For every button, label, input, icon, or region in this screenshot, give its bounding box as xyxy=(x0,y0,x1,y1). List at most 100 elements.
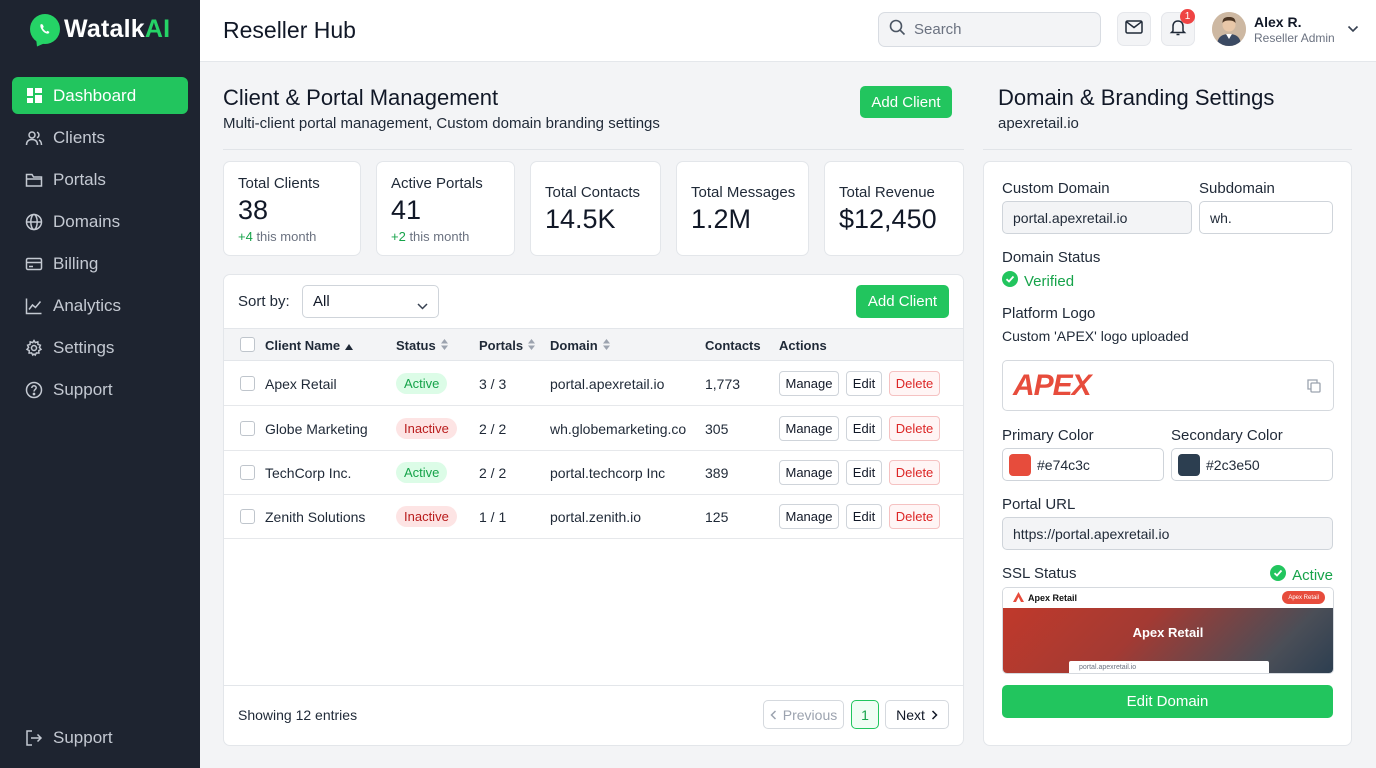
client-name: Globe Marketing xyxy=(265,421,368,437)
secondary-color-label: Secondary Color xyxy=(1171,427,1283,444)
logout-icon xyxy=(25,729,43,747)
sidebar-item-label: Domains xyxy=(53,211,121,231)
sidebar-item-dashboard[interactable]: Dashboard xyxy=(12,77,188,114)
delete-button[interactable]: Delete xyxy=(889,504,940,529)
contacts-count: 1,773 xyxy=(705,376,741,392)
delete-button[interactable]: Delete xyxy=(889,416,940,441)
add-client-button-top[interactable]: Add Client xyxy=(860,86,952,118)
portal-url-label: Portal URL xyxy=(1002,496,1076,513)
stat-label: Active Portals xyxy=(391,175,483,192)
column-header-domain[interactable]: Domain xyxy=(550,338,610,353)
client-name: TechCorp Inc. xyxy=(265,465,352,481)
sidebar-item-analytics[interactable]: Analytics xyxy=(12,287,188,324)
custom-domain-field[interactable]: portal.apexretail.io xyxy=(1002,201,1192,234)
user-menu[interactable]: Alex R. Reseller Admin xyxy=(1212,12,1359,46)
row-checkbox[interactable] xyxy=(240,509,255,524)
sidebar-nav: Dashboard Clients Portals Domains Billin… xyxy=(12,77,188,413)
column-header-status[interactable]: Status xyxy=(396,338,448,353)
pagination-page-1[interactable]: 1 xyxy=(851,700,879,729)
sort-icon xyxy=(440,338,448,353)
stat-label: Total Messages xyxy=(691,184,796,201)
gear-icon xyxy=(25,338,43,357)
primary-color-field[interactable]: #e74c3c xyxy=(1002,448,1164,481)
delete-button[interactable]: Delete xyxy=(889,460,940,485)
sort-select-value: All xyxy=(313,293,330,310)
divider xyxy=(223,149,964,150)
app-logo[interactable]: WatalkAI xyxy=(30,14,170,44)
table-header: Client Name Status Portals Domain Contac… xyxy=(224,328,963,361)
user-name: Alex R. xyxy=(1254,13,1302,30)
platform-logo-label: Platform Logo xyxy=(1002,305,1096,322)
sidebar-item-portals[interactable]: Portals xyxy=(12,161,188,198)
row-checkbox[interactable] xyxy=(240,376,255,391)
preview-brand: Apex Retail xyxy=(1028,593,1078,603)
status-badge: Inactive xyxy=(396,506,457,527)
column-header-client-name[interactable]: Client Name xyxy=(265,338,354,353)
whatsapp-logo-icon xyxy=(30,14,60,44)
search-input[interactable] xyxy=(914,21,1084,38)
manage-button[interactable]: Manage xyxy=(779,371,839,396)
stat-card-total-messages: Total Messages 1.2M xyxy=(676,161,809,256)
domain-status: Verified xyxy=(1002,271,1074,291)
column-header-actions: Actions xyxy=(779,338,827,353)
sidebar-item-support[interactable]: Support xyxy=(12,371,188,408)
subdomain-field[interactable]: wh. xyxy=(1199,201,1333,234)
ssl-status: Active xyxy=(1270,565,1333,585)
platform-logo-description: Custom 'APEX' logo uploaded xyxy=(1002,328,1189,344)
search-box[interactable] xyxy=(878,12,1101,47)
check-circle-icon xyxy=(1270,565,1287,585)
sidebar: WatalkAI Dashboard Clients Portals Domai… xyxy=(0,0,200,768)
select-all-checkbox[interactable] xyxy=(240,337,255,352)
logo-text-main: Watalk xyxy=(64,14,145,43)
sort-select[interactable]: All xyxy=(302,285,439,318)
sidebar-item-settings[interactable]: Settings xyxy=(12,329,188,366)
status-badge: Inactive xyxy=(396,418,457,439)
sidebar-item-support-bottom[interactable]: Support xyxy=(12,719,188,756)
manage-button[interactable]: Manage xyxy=(779,460,839,485)
client-name: Apex Retail xyxy=(265,376,337,392)
preview-hero-title: Apex Retail xyxy=(1132,625,1204,640)
sidebar-item-billing[interactable]: Billing xyxy=(12,245,188,282)
portal-url-field[interactable]: https://portal.apexretail.io xyxy=(1002,517,1333,550)
apex-mark-icon xyxy=(1013,592,1024,604)
secondary-color-value: #2c3e50 xyxy=(1206,456,1260,473)
edit-button[interactable]: Edit xyxy=(846,416,882,441)
sidebar-item-label: Portals xyxy=(53,169,106,189)
pagination-previous[interactable]: Previous xyxy=(763,700,844,729)
stat-label: Total Contacts xyxy=(545,184,641,201)
chevron-down-icon xyxy=(417,297,428,314)
row-checkbox[interactable] xyxy=(240,421,255,436)
stat-change-text: this month xyxy=(405,229,470,244)
top-header: Reseller Hub 1 Alex R. Reseller Admin xyxy=(200,0,1376,62)
pagination-next[interactable]: Next xyxy=(885,700,949,729)
notification-badge: 1 xyxy=(1180,9,1195,24)
sidebar-item-clients[interactable]: Clients xyxy=(12,119,188,156)
add-client-button[interactable]: Add Client xyxy=(856,285,949,318)
manage-button[interactable]: Manage xyxy=(779,504,839,529)
logo-upload-box[interactable]: APEX xyxy=(1002,360,1334,411)
stat-value: 14.5K xyxy=(545,204,616,234)
secondary-color-field[interactable]: #2c3e50 xyxy=(1171,448,1333,481)
row-checkbox[interactable] xyxy=(240,465,255,480)
status-badge: Active xyxy=(396,462,448,483)
edit-domain-button[interactable]: Edit Domain xyxy=(1002,685,1333,718)
management-title: Client & Portal Management xyxy=(223,85,499,110)
stat-value: $12,450 xyxy=(839,204,937,234)
user-role: Reseller Admin xyxy=(1254,30,1335,45)
edit-button[interactable]: Edit xyxy=(846,371,882,396)
branding-subtitle: apexretail.io xyxy=(998,115,1079,132)
sidebar-item-domains[interactable]: Domains xyxy=(12,203,188,240)
apex-logo: APEX xyxy=(1013,369,1092,402)
client-domain: portal.zenith.io xyxy=(550,509,642,525)
manage-button[interactable]: Manage xyxy=(779,416,839,441)
avatar xyxy=(1212,12,1246,46)
edit-button[interactable]: Edit xyxy=(846,460,882,485)
messages-button[interactable] xyxy=(1117,12,1151,46)
stat-label: Total Revenue xyxy=(839,184,935,201)
edit-button[interactable]: Edit xyxy=(846,504,882,529)
notifications-button[interactable]: 1 xyxy=(1161,9,1195,46)
check-circle-icon xyxy=(1002,271,1018,291)
delete-button[interactable]: Delete xyxy=(889,371,940,396)
column-header-portals[interactable]: Portals xyxy=(479,338,536,353)
copy-icon[interactable] xyxy=(1307,379,1321,398)
